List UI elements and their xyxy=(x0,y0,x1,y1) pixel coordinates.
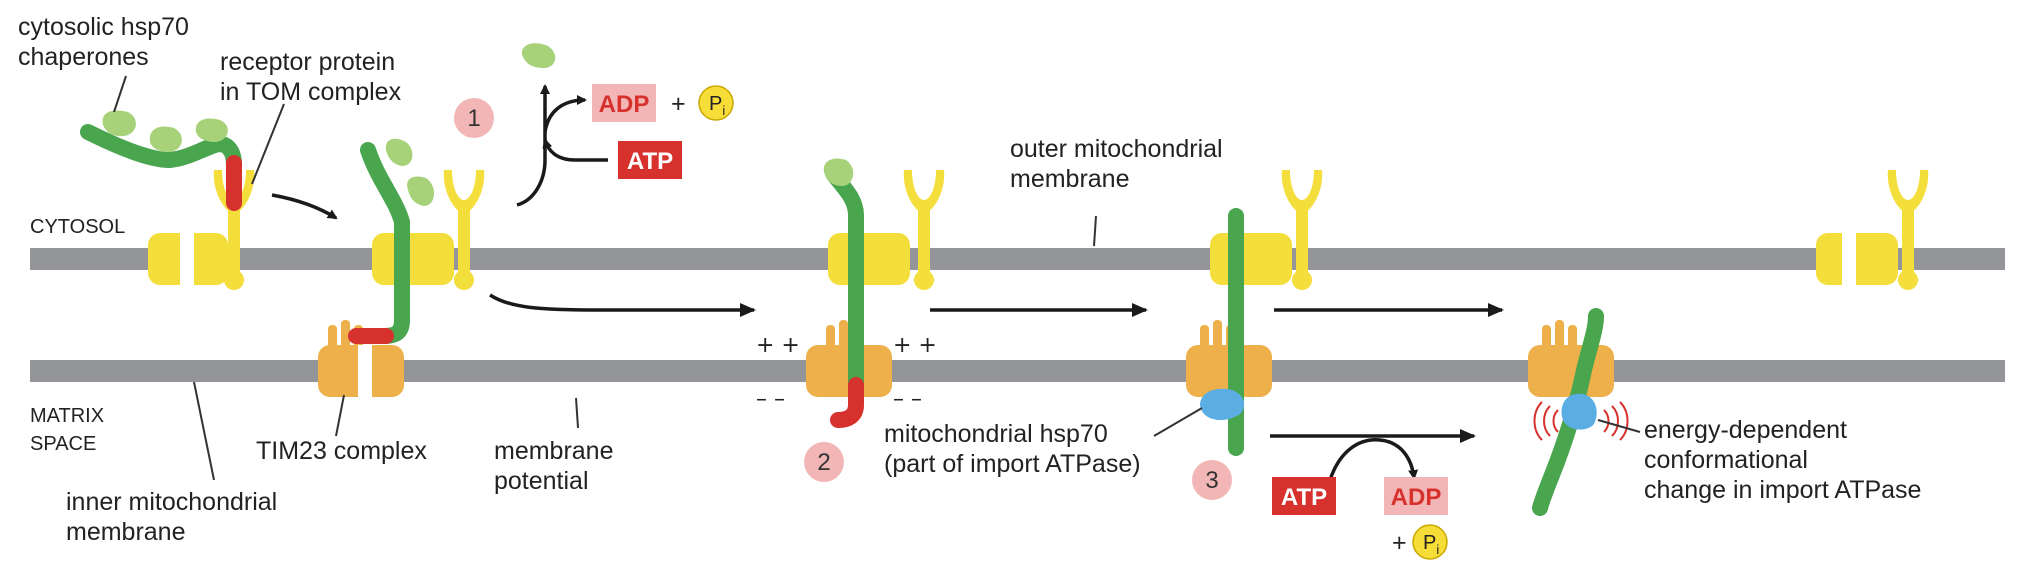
label-inner-membrane: inner mitochondrial membrane xyxy=(66,488,284,546)
pi-circle-3: Pi xyxy=(1412,524,1448,560)
svg-text:ADP: ADP xyxy=(599,91,650,118)
atp-input-arrow xyxy=(542,138,608,162)
tim23-complex xyxy=(318,320,404,397)
stage-2 xyxy=(806,158,945,428)
chaperone xyxy=(385,138,413,166)
chaperone xyxy=(407,176,435,206)
charge-positive-right: + + xyxy=(893,333,937,358)
svg-text:1: 1 xyxy=(467,105,480,132)
atp-box-1: ATP xyxy=(618,141,682,179)
outer-mitochondrial-membrane xyxy=(30,248,2005,270)
stage-initial xyxy=(80,110,255,292)
svg-text:3: 3 xyxy=(1205,467,1218,494)
label-tim23: TIM23 complex xyxy=(256,437,427,465)
label-receptor: receptor protein in TOM complex xyxy=(220,48,402,106)
charge-negative-right: – – xyxy=(893,387,922,412)
label-chaperones: cytosolic hsp70 chaperones xyxy=(18,13,196,71)
svg-text:ATP: ATP xyxy=(627,148,673,175)
tom-complex xyxy=(1210,170,1323,290)
step-2-marker: 2 xyxy=(804,442,844,482)
svg-text:2: 2 xyxy=(817,449,830,476)
charge-negative-left: – – xyxy=(756,387,785,412)
chaperone xyxy=(823,158,854,186)
vibration-marks xyxy=(1533,401,1629,441)
label-mito-hsp70: mitochondrial hsp70 (part of import ATPa… xyxy=(884,420,1141,478)
inner-mitochondrial-membrane xyxy=(30,360,2005,382)
leader-tim23 xyxy=(335,394,345,437)
stage-3 xyxy=(1186,170,1323,456)
svg-text:ATP: ATP xyxy=(1281,484,1327,511)
mito-hsp70 xyxy=(1200,388,1245,421)
plus-1: + xyxy=(671,90,686,118)
leader-mito-hsp70 xyxy=(1153,407,1203,437)
adp-box-1: ADP xyxy=(592,84,656,122)
svg-text:ADP: ADP xyxy=(1391,484,1442,511)
leader-membrane-potential xyxy=(575,397,579,429)
step-1-marker: 1 xyxy=(454,98,494,138)
tom-complex-empty xyxy=(1816,170,1929,292)
precursor-protein xyxy=(80,124,242,173)
step-3-marker: 3 xyxy=(1192,460,1232,500)
tom-complex xyxy=(372,170,485,290)
label-membrane-potential: membrane potential xyxy=(494,437,620,495)
mito-hsp70 xyxy=(1561,393,1597,430)
atp-hydrolysis-arrow-3 xyxy=(1328,438,1419,481)
tom-complex xyxy=(148,170,255,292)
leader-inner-membrane xyxy=(193,381,215,481)
process-arrow-1 xyxy=(489,293,756,317)
leader-outer-membrane xyxy=(1093,215,1097,247)
chaperone xyxy=(195,118,228,142)
label-matrix: MATRIX SPACE xyxy=(30,405,110,455)
released-chaperone xyxy=(521,43,556,68)
chaperone xyxy=(102,110,136,137)
adp-box-3: ADP xyxy=(1384,477,1448,515)
atp-box-3: ATP xyxy=(1272,477,1336,515)
stage-4 xyxy=(1528,308,1629,516)
atp-hydrolysis-arrow xyxy=(516,84,550,207)
leader-chaperones xyxy=(113,75,127,113)
plus-3: + xyxy=(1392,529,1407,557)
svg-text:Pi: Pi xyxy=(709,93,725,118)
charge-positive-left: + + xyxy=(756,333,800,358)
signal-sequence xyxy=(830,377,864,428)
leader-energy xyxy=(1597,419,1641,433)
label-outer-membrane: outer mitochondrial membrane xyxy=(1010,135,1230,193)
label-cytosol: CYTOSOL xyxy=(30,216,125,238)
pi-circle-1: Pi xyxy=(698,85,734,121)
leader-receptor xyxy=(251,103,285,185)
binding-arrow xyxy=(271,193,338,220)
adp-release-arrow xyxy=(543,95,587,133)
label-energy: energy-dependent conformational change i… xyxy=(1644,416,1921,504)
stage-1 xyxy=(318,138,485,397)
svg-text:Pi: Pi xyxy=(1423,532,1439,557)
chaperone xyxy=(149,126,182,152)
